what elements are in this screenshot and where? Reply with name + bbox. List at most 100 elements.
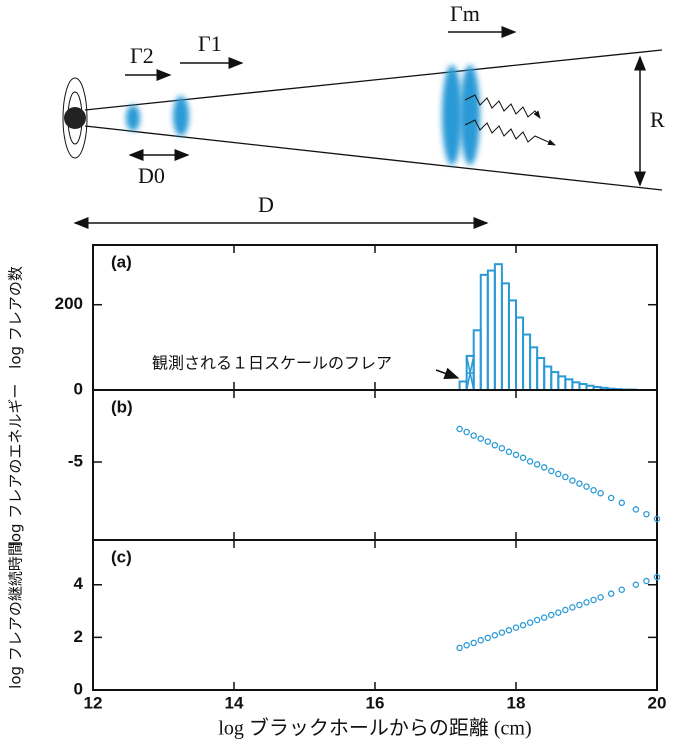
bar [458,380,468,391]
point [590,596,597,604]
point [512,451,520,459]
point [569,477,576,484]
y-tick-label: 4 [74,574,84,593]
panel-label: (b) [111,397,133,416]
label: D [258,192,274,217]
point [653,573,661,581]
blob [442,65,462,165]
point [590,486,597,494]
point [477,637,484,644]
point [576,601,583,609]
point [607,494,615,502]
point [555,470,562,478]
point [498,444,506,452]
point [505,448,513,456]
bar [564,378,574,391]
point [562,606,569,614]
plot-frame [92,389,658,541]
point [484,438,492,445]
bar [536,357,546,392]
label: Γ2 [130,43,154,68]
point [533,616,541,624]
hatch [465,355,475,391]
point [484,634,492,642]
point [540,464,548,471]
point [548,467,555,475]
diagram: Γ2 Γ1 Γm R D0 D [62,1,665,229]
plot-frame [92,539,658,691]
point [548,611,555,619]
point [491,441,499,449]
bar [522,333,532,392]
y-tick-label: 200 [55,294,83,313]
y-tick-label: 2 [74,627,83,646]
point [540,614,548,621]
x-tick-label: 18 [507,693,526,712]
panel-label: (a) [111,252,132,271]
point [653,515,661,523]
y-axis-label: log フレアの数 [7,266,25,369]
label: R [650,107,665,132]
point [463,642,470,649]
point [470,639,477,647]
point [512,624,520,631]
label: Γ1 [198,31,222,56]
y-axis-label: log フレアの継続時間 [7,541,25,689]
bar [486,269,496,391]
bar [500,282,510,391]
point [519,622,527,629]
blob [173,96,189,136]
x-tick-label: 12 [84,693,103,712]
point [456,425,463,433]
emission [464,119,556,146]
x-tick-label: 20 [648,693,667,712]
point [463,428,470,436]
point [526,458,534,465]
bar [507,299,518,391]
bar [529,346,539,391]
point [607,590,615,597]
bar [543,365,553,392]
bar [571,381,581,391]
point [597,594,604,601]
bar [493,263,503,391]
point [533,461,541,468]
bar [550,371,560,391]
point [643,577,650,585]
label: D0 [138,163,165,188]
blob [460,65,480,165]
cone-edge [84,125,663,191]
point [618,499,626,507]
y-tick-label: 0 [74,679,83,698]
y-tick-label: 0 [74,379,83,398]
bar [557,375,567,391]
x-tick-label: 14 [225,693,244,712]
bar [472,329,482,392]
point [505,627,513,634]
panel-label: (c) [111,547,132,566]
emission [464,94,541,119]
disk [62,77,88,159]
blob [126,105,140,131]
point [576,480,583,487]
cone-edge [84,49,663,111]
point [555,609,562,616]
point [519,454,527,462]
point [583,483,590,490]
point [632,581,640,588]
black-hole [64,107,86,129]
y-tick-label: -5 [68,451,83,470]
point [477,435,484,442]
point [526,619,534,626]
point [583,599,590,606]
x-tick-label: 16 [366,693,385,712]
point [597,489,604,497]
bar [515,316,525,391]
point [456,644,463,652]
point [618,586,626,593]
annotation: 観測される１日スケールのフレア [152,354,392,373]
point [562,473,569,481]
point [470,432,477,439]
bar [479,273,489,391]
